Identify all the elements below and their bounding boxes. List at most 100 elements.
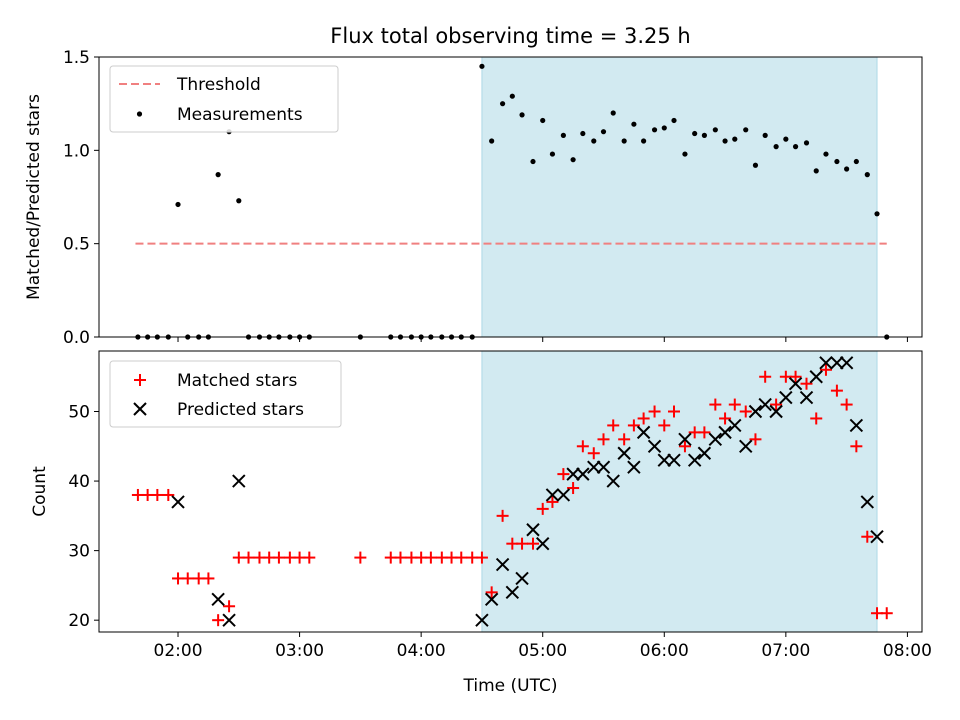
predicted-star-point [718, 425, 732, 440]
top-y-tick-label: 1.0 [63, 141, 90, 161]
matched-star-point [576, 440, 589, 453]
matched-star-point [789, 370, 802, 383]
measurement-point [479, 63, 485, 69]
measurement-point [175, 201, 181, 208]
predicted-star-point [536, 536, 550, 551]
predicted-star-point [232, 474, 246, 488]
matched-legend-label: Matched stars [177, 371, 297, 391]
predicted-star-point [596, 460, 611, 474]
matched-star-point [354, 551, 367, 564]
top-y-ticks: 0.0 0.5 1.0 1.5 [63, 48, 99, 348]
measurement-point [671, 117, 677, 124]
measurement-point [834, 158, 840, 165]
predicted-star-point [556, 488, 571, 502]
matched-star-point [770, 398, 783, 411]
predicted-star-point [475, 613, 489, 627]
top-y-tick-label: 0.0 [63, 328, 90, 348]
bottom-x-ticks: 02:00 03:00 04:00 05:00 06:00 07:00 08:00 [154, 632, 932, 661]
predicted-star-point [657, 453, 671, 467]
matched-star-point [880, 607, 893, 620]
predicted-star-point [636, 425, 651, 440]
measurement-point [752, 162, 759, 168]
x-tick-label: 05:00 [518, 641, 567, 661]
measurement-point [580, 130, 586, 137]
matched-star-point [819, 363, 832, 376]
matched-star-point [557, 468, 570, 481]
predicted-star-point [484, 592, 499, 607]
threshold-legend-label: Threshold [176, 75, 261, 95]
predicted-star-point [678, 432, 692, 447]
measurement-point [631, 121, 637, 127]
measurement-point [803, 140, 810, 146]
measurement-point [762, 132, 768, 138]
measurement-point [610, 110, 616, 116]
measurement-point [215, 172, 221, 178]
predicted-star-point [697, 446, 712, 460]
matched-star-point [516, 537, 529, 550]
matched-star-point [850, 440, 863, 453]
top-y-tick-label: 0.5 [63, 235, 90, 255]
x-tick-label: 08:00 [883, 641, 932, 661]
predicted-star-point [587, 460, 601, 474]
measurement-point [722, 138, 728, 144]
matched-star-point [800, 377, 813, 390]
matched-star-point [587, 447, 600, 460]
measurement-point [743, 127, 749, 133]
matched-star-point [151, 488, 164, 501]
predicted-star-point [495, 557, 510, 572]
matched-star-point [637, 412, 650, 425]
matched-star-point [607, 419, 620, 432]
top-x-ticks [177, 337, 908, 342]
measurement-point [570, 157, 576, 163]
matched-star-point [648, 405, 661, 418]
predicted-star-point [222, 613, 236, 627]
measurement-point [844, 166, 850, 172]
bottom-y-axis-label: Count [30, 466, 50, 517]
top-legend-box [109, 65, 339, 133]
measurement-point [692, 130, 698, 137]
predicted-legend-swatch [133, 402, 147, 416]
measurements-legend-label: Measurements [177, 105, 303, 125]
matched-star-point [546, 495, 559, 508]
predicted-star-point [708, 432, 723, 447]
measurement-point [813, 168, 819, 174]
measurement-point [621, 138, 627, 144]
predicted-star-point [758, 397, 772, 412]
measurement-point [853, 158, 859, 165]
predicted-star-point [779, 390, 793, 405]
predicted-star-point [566, 467, 580, 481]
predicted-star-point [870, 530, 884, 544]
bottom-y-ticks: 20 30 40 50 [68, 403, 99, 631]
matched-star-point [668, 405, 681, 418]
matched-star-point [455, 551, 468, 564]
measurement-point [783, 136, 789, 142]
bottom-y-tick-label: 20 [68, 611, 90, 631]
matched-star-point [567, 482, 580, 495]
matched-star-point [496, 509, 509, 522]
measurement-point [489, 138, 495, 144]
predicted-star-point [819, 356, 833, 370]
measurement-point [499, 101, 506, 107]
matched-star-point [202, 572, 215, 585]
bottom-y-tick-label: 30 [68, 542, 90, 562]
predicted-star-point [171, 495, 185, 509]
observing-window-shade [481, 56, 878, 338]
predicted-legend-label: Predicted stars [177, 400, 304, 420]
matched-star-point [223, 600, 236, 613]
predicted-star-point [515, 571, 529, 586]
measurement-point [701, 132, 707, 138]
predicted-star-point [739, 439, 753, 453]
bottom-legend-box [109, 360, 342, 428]
top-axes-frame [98, 56, 923, 338]
measurement-point [773, 144, 779, 150]
matched-star-point [394, 551, 407, 564]
matched-star-point [728, 398, 741, 411]
measurement-point [540, 117, 546, 124]
ratio-panel: 0.0 0.5 1.0 1.5 Matched/Predicted stars Thr… [24, 48, 923, 348]
x-tick-label: 04:00 [397, 641, 446, 661]
matched-stars-layer [131, 363, 893, 627]
matched-star-point [526, 537, 539, 550]
measurement-point [874, 211, 880, 217]
matched-star-point [759, 370, 772, 383]
matched-star-point [181, 572, 194, 585]
